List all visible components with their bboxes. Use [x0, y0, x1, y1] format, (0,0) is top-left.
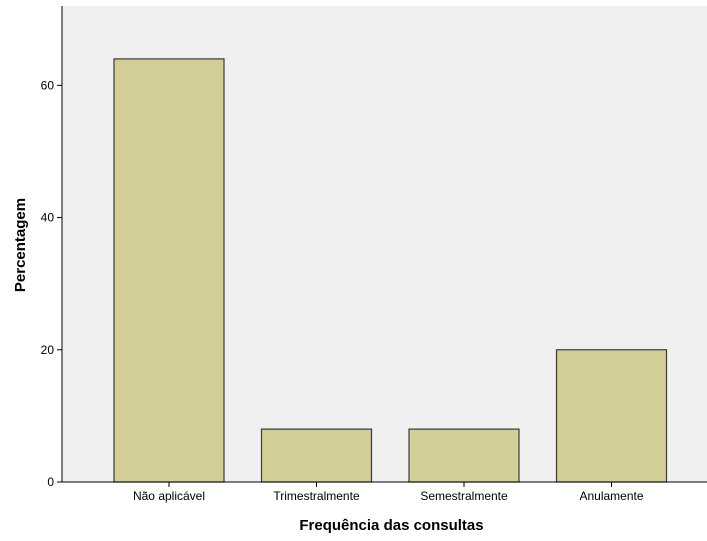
- x-tick-label: Anulamente: [579, 489, 643, 503]
- bar-n-o-aplic-vel: [113, 58, 225, 483]
- y-tick-label: 40: [41, 211, 55, 225]
- x-tick-label: Semestralmente: [420, 489, 508, 503]
- bar-trimestralmente: [260, 428, 373, 483]
- bar-anulamente: [555, 349, 668, 483]
- y-ticks-group: 0 20 40 60: [41, 78, 62, 489]
- bars-group: [113, 58, 668, 483]
- y-tick-label: 60: [41, 78, 55, 92]
- bar-semestralmente: [408, 428, 520, 483]
- y-tick-label: 20: [41, 343, 55, 357]
- y-tick-label: 0: [47, 475, 54, 489]
- x-tick-label: Trimestralmente: [273, 489, 360, 503]
- x-tick-label: Não aplicável: [133, 489, 205, 503]
- x-ticks-group: Não aplicável Trimestralmente Semestralmen…: [133, 482, 644, 503]
- y-axis-title: Percentagem: [12, 198, 29, 292]
- x-axis-title: Frequência das consultas: [299, 517, 483, 534]
